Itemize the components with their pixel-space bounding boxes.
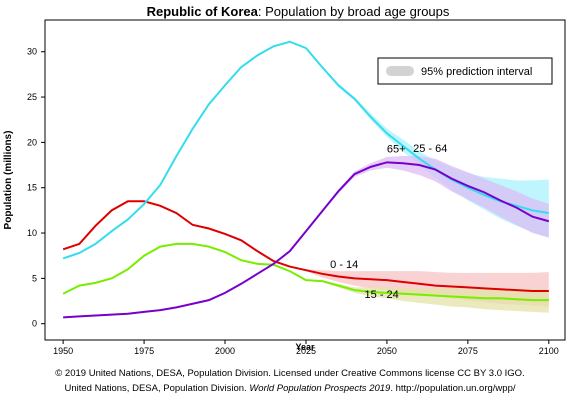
x-tick-label: 2050	[377, 346, 397, 356]
series-line	[62, 40, 549, 260]
plot-frame	[44, 19, 566, 341]
x-tick-label: 1950	[53, 346, 73, 356]
y-tick-label: 20	[27, 137, 37, 147]
series-label: 0 - 14	[330, 259, 358, 271]
x-tick-label: 2000	[215, 346, 235, 356]
y-tick-label: 5	[32, 273, 37, 283]
title-bold: Republic of Korea	[147, 4, 259, 19]
y-tick-label: 25	[27, 92, 37, 102]
prediction-band	[289, 155, 549, 252]
y-tick-label: 15	[27, 183, 37, 193]
series-label: 15 - 24	[365, 289, 399, 301]
title-rest: : Population by broad age groups	[258, 4, 450, 19]
x-tick-label: 1975	[134, 346, 154, 356]
footer: © 2019 United Nations, DESA, Population …	[55, 368, 524, 379]
series-line	[62, 200, 549, 293]
x-axis-label: Year	[295, 342, 315, 352]
footer-text: World Population Prospects 2019	[249, 383, 391, 394]
y-axis-label: Population (millions)	[3, 131, 14, 230]
y-tick-label: 0	[32, 319, 37, 329]
chart-title: Republic of Korea: Population by broad a…	[147, 4, 450, 19]
legend-label: 95% prediction interval	[421, 66, 532, 78]
footer-text: . http://population.un.org/wpp/	[390, 383, 516, 394]
footer-text: United Nations, DESA, Population Divisio…	[65, 383, 250, 394]
x-tick-label: 2100	[539, 346, 559, 356]
series-label: 25 - 64	[413, 143, 447, 155]
prediction-band	[289, 271, 549, 313]
series-line	[63, 161, 550, 319]
x-tick-label: 2075	[458, 346, 478, 356]
series-label: 65+	[387, 143, 406, 155]
y-tick-label: 10	[27, 228, 37, 238]
series-line	[62, 242, 549, 302]
x-tick-label: 2025	[296, 346, 316, 356]
legend-swatch	[386, 66, 414, 76]
y-tick-label: 30	[27, 47, 37, 57]
plot-area: 0 - 14 15 - 24 25 - 64 65+	[62, 40, 550, 319]
footer: United Nations, DESA, Population Divisio…	[65, 383, 516, 394]
